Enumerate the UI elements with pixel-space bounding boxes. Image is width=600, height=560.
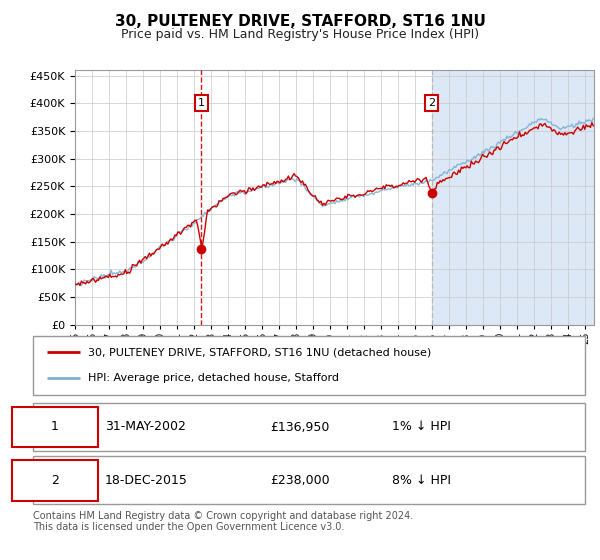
- FancyBboxPatch shape: [12, 460, 98, 501]
- FancyBboxPatch shape: [33, 403, 585, 451]
- Text: Price paid vs. HM Land Registry's House Price Index (HPI): Price paid vs. HM Land Registry's House …: [121, 28, 479, 41]
- Text: HPI: Average price, detached house, Stafford: HPI: Average price, detached house, Staf…: [88, 374, 339, 384]
- Text: Contains HM Land Registry data © Crown copyright and database right 2024.
This d: Contains HM Land Registry data © Crown c…: [33, 511, 413, 533]
- FancyBboxPatch shape: [12, 407, 98, 447]
- Text: £136,950: £136,950: [271, 421, 330, 433]
- Text: 1: 1: [51, 421, 59, 433]
- FancyBboxPatch shape: [33, 456, 585, 504]
- Text: 31-MAY-2002: 31-MAY-2002: [105, 421, 185, 433]
- Text: 1% ↓ HPI: 1% ↓ HPI: [392, 421, 451, 433]
- Text: 8% ↓ HPI: 8% ↓ HPI: [392, 474, 451, 487]
- FancyBboxPatch shape: [33, 336, 585, 395]
- Text: 2: 2: [428, 98, 435, 108]
- Text: 30, PULTENEY DRIVE, STAFFORD, ST16 1NU: 30, PULTENEY DRIVE, STAFFORD, ST16 1NU: [115, 14, 485, 29]
- Text: 1: 1: [198, 98, 205, 108]
- Text: 18-DEC-2015: 18-DEC-2015: [105, 474, 188, 487]
- Text: 30, PULTENEY DRIVE, STAFFORD, ST16 1NU (detached house): 30, PULTENEY DRIVE, STAFFORD, ST16 1NU (…: [88, 347, 431, 357]
- Bar: [75, 70, 431, 325]
- Text: 2: 2: [51, 474, 59, 487]
- Text: £238,000: £238,000: [271, 474, 330, 487]
